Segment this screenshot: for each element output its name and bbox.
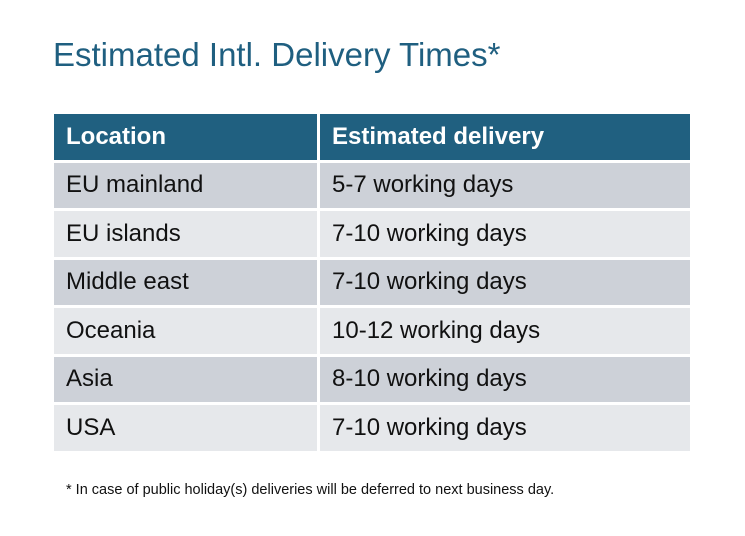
table-row: USA 7-10 working days <box>54 405 690 451</box>
delivery-cell: 5-7 working days <box>320 162 690 208</box>
delivery-cell: 10-12 working days <box>320 308 690 354</box>
location-cell: Oceania <box>54 308 317 354</box>
location-cell: EU islands <box>54 211 317 257</box>
delivery-times-table: Location Estimated delivery EU mainland 5… <box>51 111 693 454</box>
delivery-cell: 7-10 working days <box>320 259 690 305</box>
location-cell: Middle east <box>54 259 317 305</box>
table-row: Middle east 7-10 working days <box>54 259 690 305</box>
table-header-row: Location Estimated delivery <box>54 114 690 160</box>
delivery-cell: 7-10 working days <box>320 211 690 257</box>
delivery-cell: 8-10 working days <box>320 356 690 402</box>
page-title: Estimated Intl. Delivery Times* <box>53 36 501 73</box>
location-cell: EU mainland <box>54 162 317 208</box>
footnote: * In case of public holiday(s) deliverie… <box>66 482 555 498</box>
column-header-estimated-delivery: Estimated delivery <box>320 114 690 160</box>
location-cell: USA <box>54 405 317 451</box>
table-row: EU mainland 5-7 working days <box>54 162 690 208</box>
table-row: Oceania 10-12 working days <box>54 308 690 354</box>
table-row: EU islands 7-10 working days <box>54 211 690 257</box>
table-row: Asia 8-10 working days <box>54 356 690 402</box>
delivery-cell: 7-10 working days <box>320 405 690 451</box>
column-header-location: Location <box>54 114 317 160</box>
location-cell: Asia <box>54 356 317 402</box>
